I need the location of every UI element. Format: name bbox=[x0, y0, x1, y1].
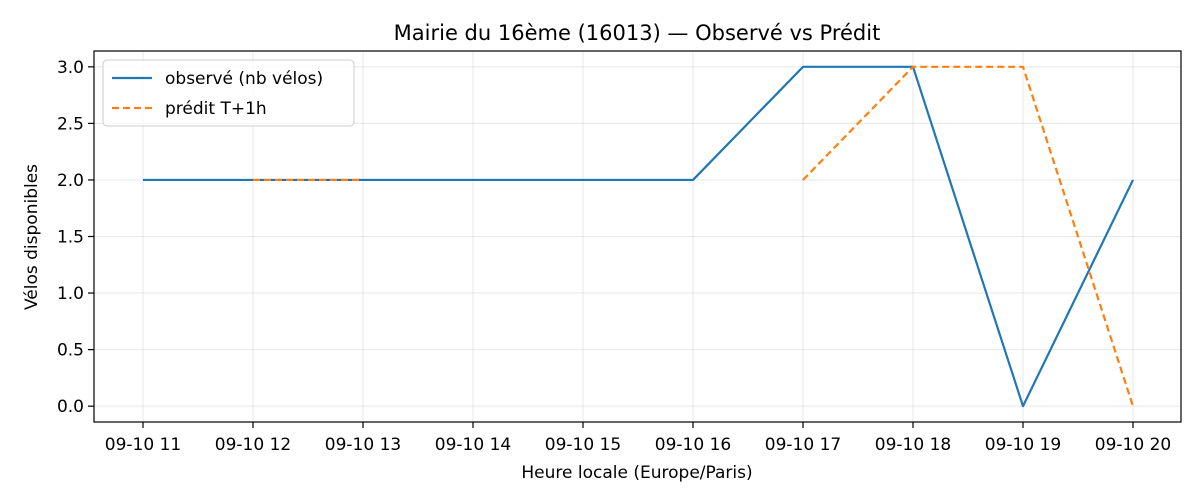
x-tick-label: 09-10 17 bbox=[765, 435, 841, 455]
series-lines bbox=[143, 65, 1135, 408]
y-axis: 0.0 0.5 1.0 1.5 2.0 2.5 3.0 bbox=[57, 58, 94, 417]
y-tick-label: 3.0 bbox=[57, 58, 84, 78]
y-tick-label: 0.0 bbox=[57, 397, 84, 417]
y-tick-label: 2.0 bbox=[57, 171, 84, 191]
legend-label-predicted: prédit T+1h bbox=[165, 99, 267, 119]
x-tick-label: 09-10 19 bbox=[985, 435, 1061, 455]
series-line-1 bbox=[802, 65, 1135, 407]
x-tick-label: 09-10 15 bbox=[545, 435, 621, 455]
legend: observé (nb vélos) prédit T+1h bbox=[102, 59, 355, 127]
x-tick-label: 09-10 18 bbox=[875, 435, 951, 455]
x-axis: 09-10 11 09-10 12 09-10 13 09-10 14 09-10 15… bbox=[105, 422, 1171, 455]
x-tick-label: 09-10 14 bbox=[435, 435, 511, 455]
y-tick-label: 1.0 bbox=[57, 284, 84, 304]
x-tick-label: 09-10 12 bbox=[215, 435, 291, 455]
legend-box bbox=[102, 59, 355, 127]
x-tick-label: 09-10 20 bbox=[1095, 435, 1171, 455]
y-tick-label: 1.5 bbox=[57, 228, 84, 248]
x-tick-label: 09-10 11 bbox=[105, 435, 181, 455]
y-axis-label: Vélos disponibles bbox=[22, 164, 42, 310]
x-axis-label: Heure locale (Europe/Paris) bbox=[521, 463, 752, 483]
grid-lines bbox=[94, 51, 1181, 422]
y-tick-label: 0.5 bbox=[57, 341, 84, 361]
x-tick-label: 09-10 16 bbox=[655, 435, 731, 455]
legend-label-observed: observé (nb vélos) bbox=[165, 69, 323, 89]
chart-title: Mairie du 16ème (16013) — Observé vs Pré… bbox=[394, 21, 881, 45]
y-tick-label: 2.5 bbox=[57, 114, 84, 134]
x-tick-label: 09-10 13 bbox=[325, 435, 401, 455]
